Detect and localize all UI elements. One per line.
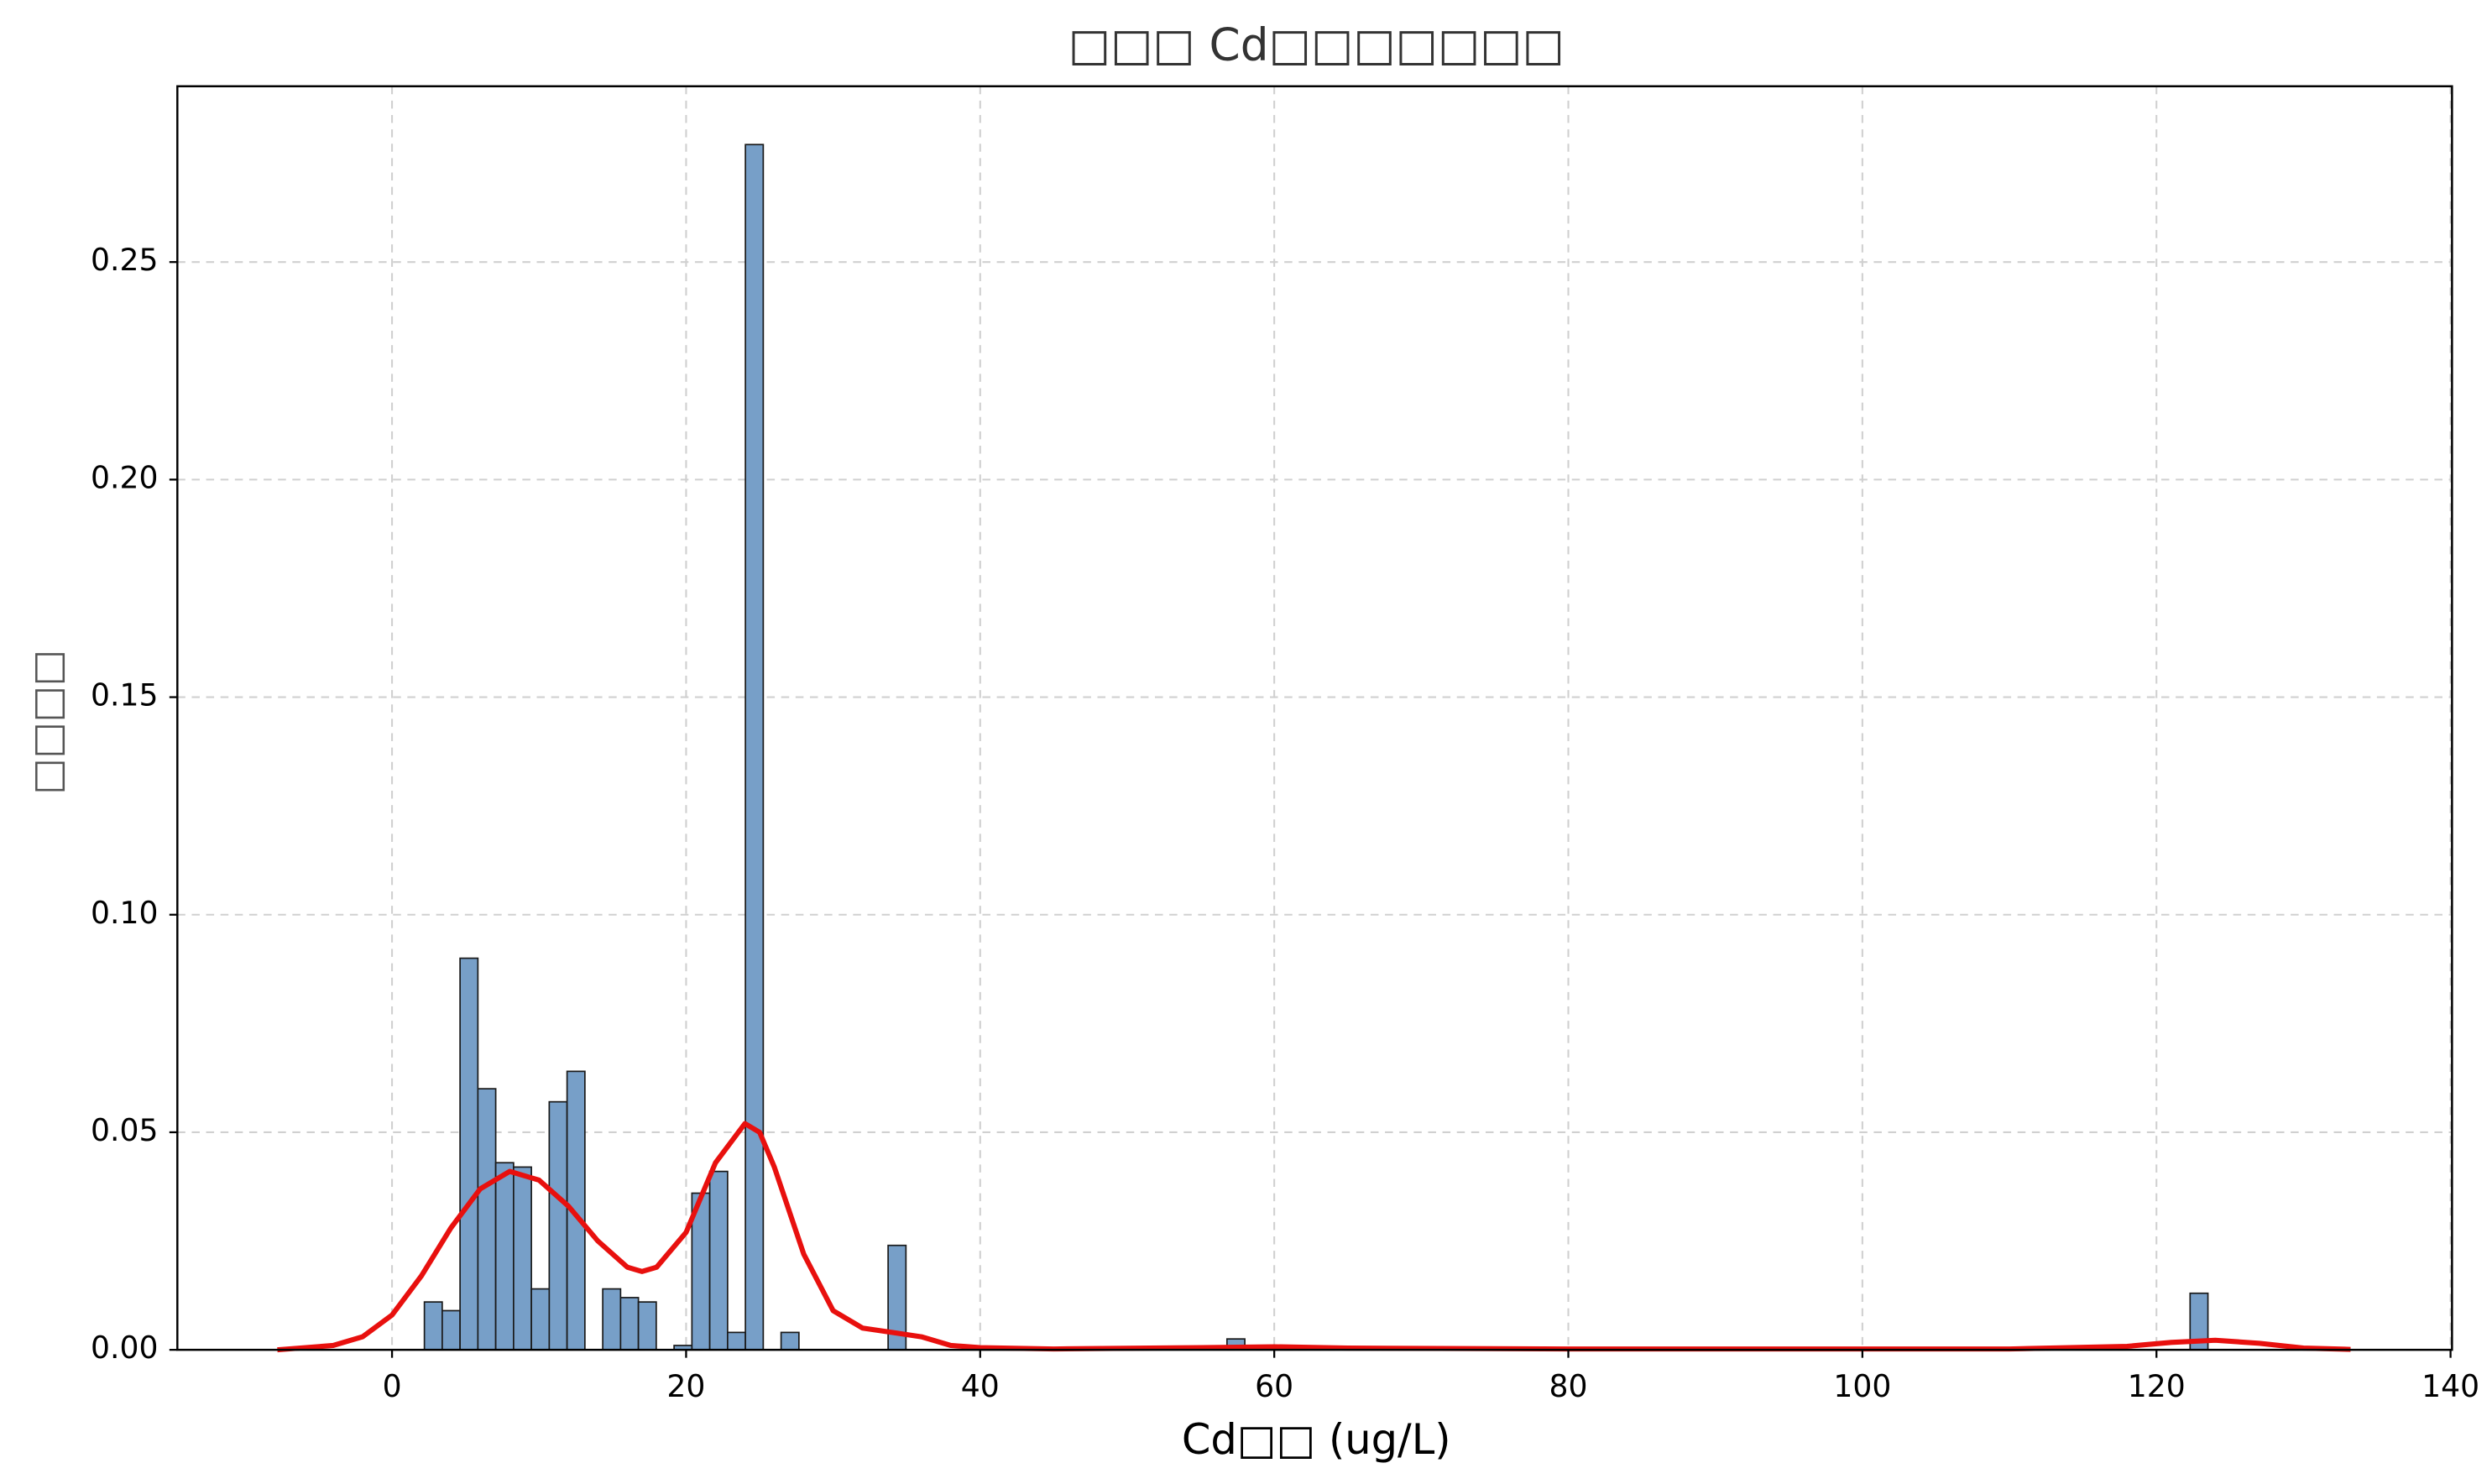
chart-title: □□□ Cd□□□□□□□ (1068, 19, 1565, 71)
labels: 0 20 40 60 80 100 120 140 0.00 0.05 0.10 0.15 0.20 0.… (91, 242, 2479, 1404)
y-tick-label: 0.05 (91, 1112, 158, 1148)
x-tick-label: 100 (1833, 1368, 1891, 1404)
histogram-bar (619, 1297, 640, 1351)
histogram-bar (602, 1288, 622, 1351)
histogram-bar (637, 1301, 657, 1351)
x-axis-label: Cd□□ (ug/L) (1182, 1415, 1451, 1464)
y-tick-label: 0.00 (91, 1330, 158, 1366)
y-axis-label: □□□□ (25, 650, 70, 795)
histogram-bar (513, 1166, 532, 1351)
x-tick-label: 20 (666, 1368, 705, 1404)
x-tick-label: 80 (1549, 1368, 1588, 1404)
histogram-bar (726, 1331, 746, 1351)
x-tick-label: 140 (2421, 1368, 2479, 1404)
plot-frame (176, 85, 2453, 1351)
x-tick-label: 60 (1255, 1368, 1293, 1404)
histogram-bar (441, 1309, 461, 1351)
y-tick-label: 0.10 (91, 895, 158, 931)
x-tick-label: 120 (2128, 1368, 2186, 1404)
x-tick-label: 0 (383, 1368, 402, 1404)
y-tick-label: 0.25 (91, 242, 158, 278)
y-tick-label: 0.15 (91, 677, 158, 713)
histogram-bar (780, 1331, 800, 1351)
histogram-bar (744, 144, 765, 1351)
histogram-bar (423, 1301, 443, 1351)
kde-line (277, 1121, 2351, 1353)
grid (177, 86, 2453, 1351)
histogram-bar (494, 1162, 515, 1351)
histogram-bar (708, 1170, 729, 1351)
histogram-bar (548, 1100, 568, 1351)
histogram-bar (477, 1088, 497, 1351)
histogram-bar (459, 957, 479, 1351)
y-tick-label: 0.20 (91, 459, 158, 495)
marks (277, 144, 2351, 1353)
histogram-bar (530, 1288, 551, 1351)
x-tick-label: 40 (961, 1368, 1000, 1404)
